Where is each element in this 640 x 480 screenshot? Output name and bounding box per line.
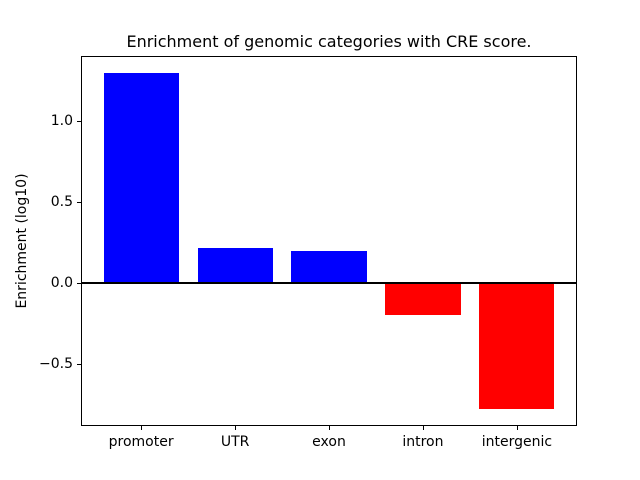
x-tick-label-intergenic: intergenic [481, 434, 553, 450]
y-tick-1.0 [77, 121, 81, 123]
bar-intergenic [479, 283, 555, 410]
x-tick-promoter [141, 426, 143, 430]
y-tick-label-−0.5: −0.5 [39, 355, 73, 372]
y-tick-0.5 [77, 202, 81, 204]
bar-promoter [103, 72, 179, 283]
y-tick-label-1.0: 1.0 [50, 113, 73, 130]
bar-intron [385, 283, 461, 316]
x-tick-label-promoter: promoter [108, 434, 174, 450]
x-tick-label-UTR: UTR [220, 434, 250, 450]
x-tick-label-exon: exon [312, 434, 346, 450]
x-tick-exon [329, 426, 330, 430]
bar-exon [291, 250, 367, 283]
x-tick-intron [422, 426, 424, 430]
x-tick-intergenic [516, 426, 518, 430]
x-tick-label-intron: intron [402, 434, 444, 450]
chart-title: Enrichment of genomic categories with CR… [126, 32, 532, 51]
x-tick-UTR [235, 426, 237, 430]
y-tick-label-0.0: 0.0 [50, 275, 73, 291]
zero-line [82, 282, 576, 284]
y-tick-label-0.5: 0.5 [50, 194, 73, 211]
y-tick-−0.5 [77, 363, 81, 365]
bar-UTR [197, 247, 273, 284]
y-tick-0.0 [77, 283, 81, 284]
